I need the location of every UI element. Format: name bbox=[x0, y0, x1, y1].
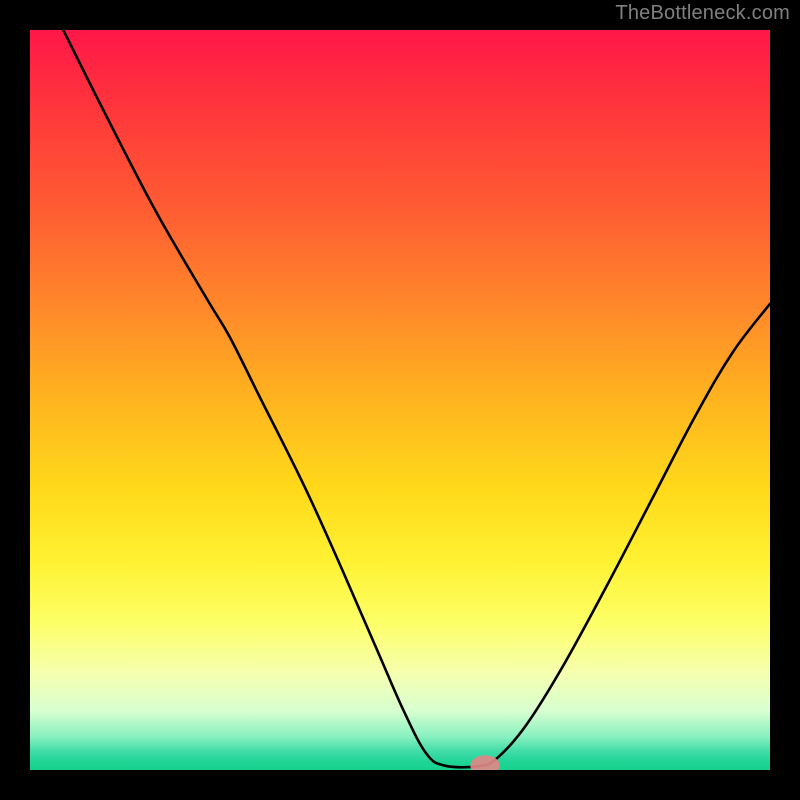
watermark-label: TheBottleneck.com bbox=[615, 2, 790, 25]
plot-area bbox=[30, 30, 770, 770]
bottleneck-curve-chart bbox=[30, 30, 770, 770]
chart-frame: TheBottleneck.com bbox=[0, 0, 800, 800]
gradient-background bbox=[30, 30, 770, 770]
